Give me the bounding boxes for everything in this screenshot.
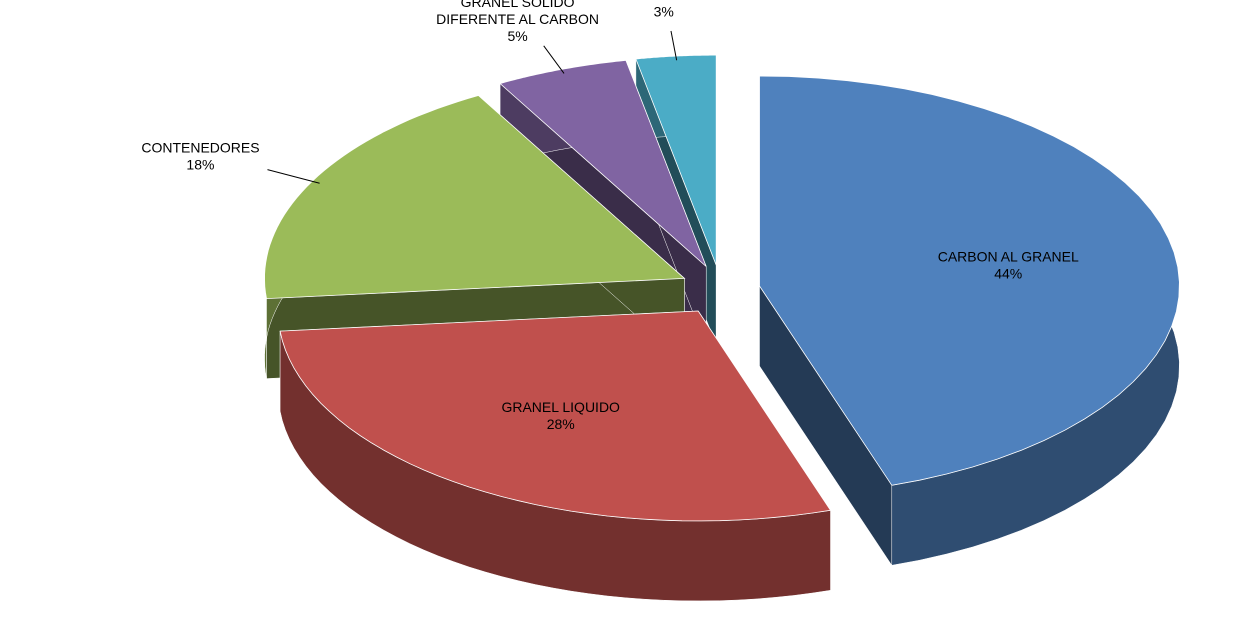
- data-label-line: 28%: [547, 416, 575, 432]
- data-label: CARBON AL GRANEL 44%: [938, 248, 1079, 281]
- data-label-line: GRANEL SOLIDO: [461, 0, 575, 10]
- slice-top: [279, 310, 832, 522]
- leader-line: [267, 169, 320, 184]
- data-label-line: 18%: [186, 156, 214, 172]
- slice: [279, 310, 832, 602]
- data-label-line: CARBON AL GRANEL: [938, 248, 1079, 264]
- data-label-line: 5%: [507, 28, 527, 44]
- data-label: GRANEL SOLIDO DIFERENTE AL CARBON 5%: [436, 0, 599, 44]
- data-label: CONTENEDORES 18%: [141, 139, 259, 172]
- leader-line: [543, 45, 565, 74]
- data-label: GENERAL3%: [630, 0, 697, 19]
- leader-line: [670, 30, 678, 61]
- data-label-line: 3%: [654, 3, 674, 19]
- data-label-line: GENERAL: [630, 0, 697, 2]
- slice-top: [759, 75, 1180, 486]
- data-label-line: CONTENEDORES: [141, 139, 259, 155]
- data-label: GRANEL LIQUIDO 28%: [501, 399, 620, 432]
- data-label-line: DIFERENTE AL CARBON: [436, 11, 599, 27]
- data-label-line: GRANEL LIQUIDO: [501, 399, 620, 415]
- slice: [759, 75, 1180, 567]
- data-label-line: 44%: [994, 265, 1022, 281]
